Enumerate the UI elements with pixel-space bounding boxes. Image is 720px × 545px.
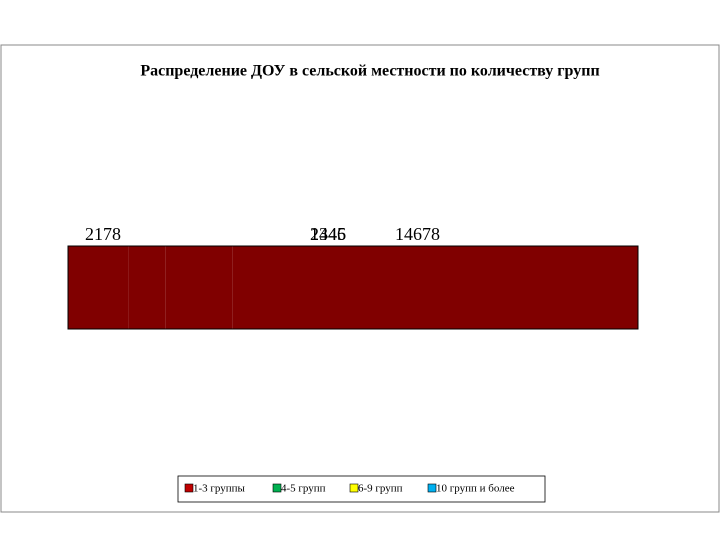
legend-label: 6-9 групп — [358, 483, 403, 495]
legend-swatch — [184, 483, 194, 493]
legend-swatch — [349, 483, 359, 493]
pie-slice — [68, 246, 129, 329]
data-label: 2178 — [85, 224, 121, 244]
pie-slice — [232, 246, 638, 329]
legend-swatch — [427, 483, 437, 493]
legend-label: 4-5 групп — [281, 483, 326, 495]
legend-box — [177, 475, 546, 503]
legend-label: 10 групп и более — [436, 483, 515, 495]
pie-slice — [165, 246, 233, 329]
legend-swatch — [272, 483, 282, 493]
data-label: 14678 — [395, 224, 440, 244]
pie-slice — [128, 246, 166, 329]
data-label: 1345 — [310, 224, 346, 244]
data-label: 2446 — [310, 224, 346, 244]
legend-label: 1-3 группы — [193, 483, 246, 495]
chart-title: Распределение ДОУ в сельской местности п… — [140, 63, 599, 80]
chart-outline — [67, 245, 639, 330]
